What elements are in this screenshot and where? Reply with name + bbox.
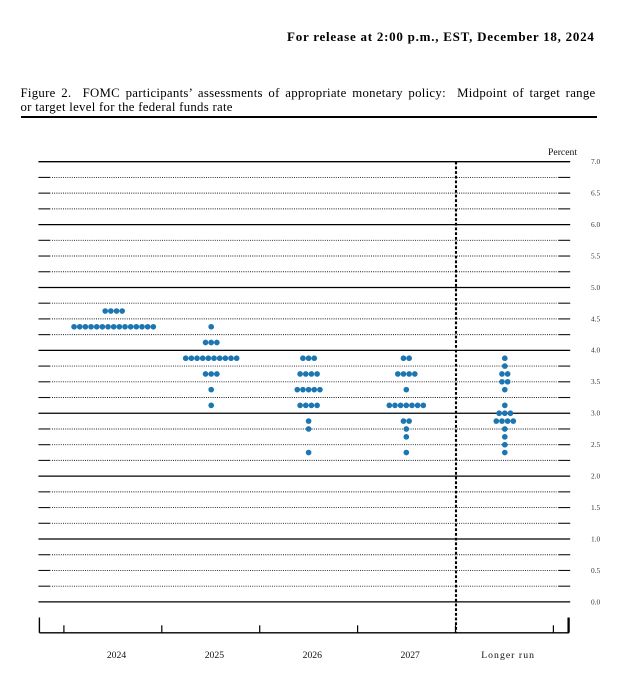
- svg-text:1.0: 1.0: [591, 534, 600, 543]
- svg-text:0.0: 0.0: [591, 597, 600, 606]
- svg-text:Longer run: Longer run: [481, 650, 535, 661]
- svg-text:7.0: 7.0: [591, 157, 600, 166]
- svg-text:2.5: 2.5: [591, 440, 600, 449]
- svg-text:6.5: 6.5: [591, 188, 600, 197]
- svg-text:2.0: 2.0: [591, 471, 600, 480]
- svg-text:5.0: 5.0: [591, 283, 600, 292]
- svg-text:2026: 2026: [303, 650, 323, 661]
- svg-text:2025: 2025: [205, 650, 225, 661]
- svg-text:3.0: 3.0: [591, 409, 600, 418]
- svg-text:6.0: 6.0: [591, 220, 600, 229]
- svg-text:2027: 2027: [401, 650, 421, 661]
- svg-text:4.5: 4.5: [591, 314, 600, 323]
- svg-text:2024: 2024: [107, 650, 127, 661]
- svg-text:0.5: 0.5: [591, 566, 600, 575]
- svg-text:5.5: 5.5: [591, 251, 600, 260]
- svg-text:3.5: 3.5: [591, 377, 600, 386]
- svg-text:Percent: Percent: [548, 147, 577, 158]
- svg-text:1.5: 1.5: [591, 503, 600, 512]
- svg-text:4.0: 4.0: [591, 346, 600, 355]
